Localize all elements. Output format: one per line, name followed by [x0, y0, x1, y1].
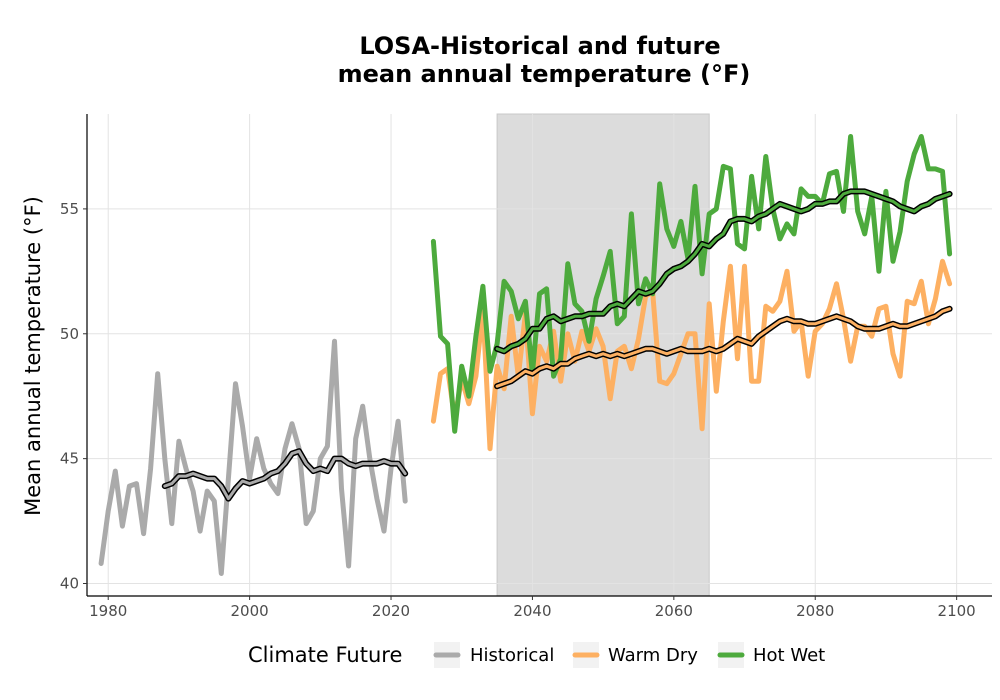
x-tick-label-1980: 1980 [89, 602, 127, 620]
x-tick-label-2060: 2060 [655, 602, 693, 620]
legend: Climate Future Historical Warm Dry Hot Wet [248, 642, 825, 668]
x-tick-label-2020: 2020 [372, 602, 410, 620]
axes-layer [86, 114, 992, 597]
x-tick-label-2000: 2000 [231, 602, 269, 620]
legend-label-historical: Historical [470, 645, 554, 666]
legend-items: Historical Warm Dry Hot Wet [433, 642, 825, 668]
series-line-hot-wet [430, 134, 953, 434]
tick-labels-layer: 1980 2000 2020 2040 2060 2080 2100 40 45 50 55 [60, 200, 976, 620]
y-tick-label-50: 50 [60, 325, 79, 343]
y-tick-label-55: 55 [60, 200, 79, 218]
legend-label-hot-wet: Hot Wet [753, 645, 825, 666]
series-line-warm-dry-smoothed [495, 307, 952, 388]
series-line-hot-wet-smoothed [495, 189, 952, 353]
y-tick-label-45: 45 [60, 450, 79, 468]
y-axis-title: Mean annual temperature (°F) [21, 196, 45, 516]
x-tick-label-2040: 2040 [513, 602, 551, 620]
series-layer [98, 134, 953, 576]
legend-title: Climate Future [248, 643, 402, 667]
series-line-historical [98, 338, 408, 576]
chart-title-line1: LOSA-Historical and future [359, 32, 720, 60]
x-tick-label-2080: 2080 [796, 602, 834, 620]
y-tick-label-40: 40 [60, 575, 79, 593]
legend-label-warm-dry: Warm Dry [608, 645, 698, 666]
series-line-historical-smoothed [163, 449, 407, 501]
chart-title-line2: mean annual temperature (°F) [338, 60, 751, 88]
x-tick-label-2100: 2100 [938, 602, 976, 620]
